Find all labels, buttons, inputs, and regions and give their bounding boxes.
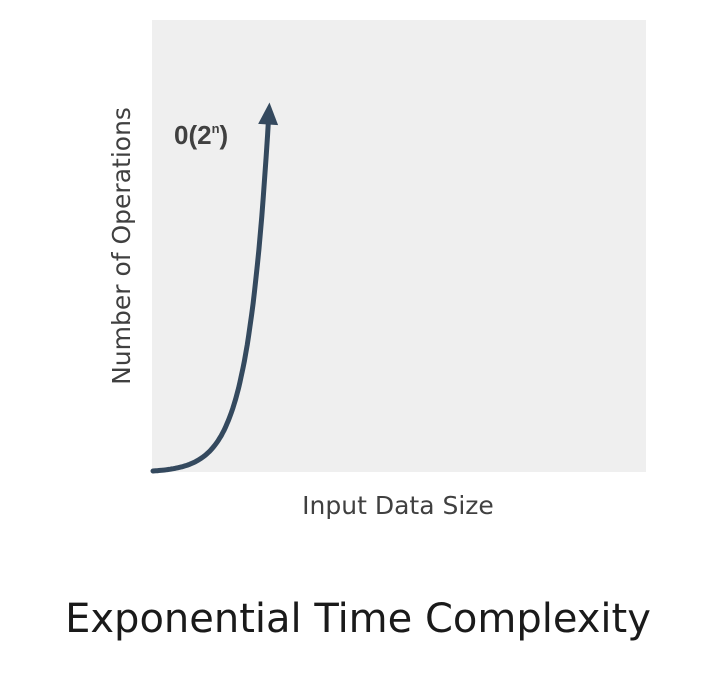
series-label: 0(2n)	[174, 120, 228, 150]
series-label-superscript: n	[212, 121, 220, 136]
x-axis-label: Input Data Size	[302, 491, 494, 520]
arrow-head-icon	[258, 102, 279, 126]
series-label-close: )	[220, 120, 229, 150]
series-label-base: 0(2	[174, 120, 212, 150]
figure-caption: Exponential Time Complexity	[65, 596, 651, 642]
series-layer: 0(2n)	[150, 102, 279, 474]
plot-area	[152, 20, 646, 472]
series-line-0	[150, 108, 272, 474]
y-axis-label: Number of Operations	[107, 107, 136, 385]
